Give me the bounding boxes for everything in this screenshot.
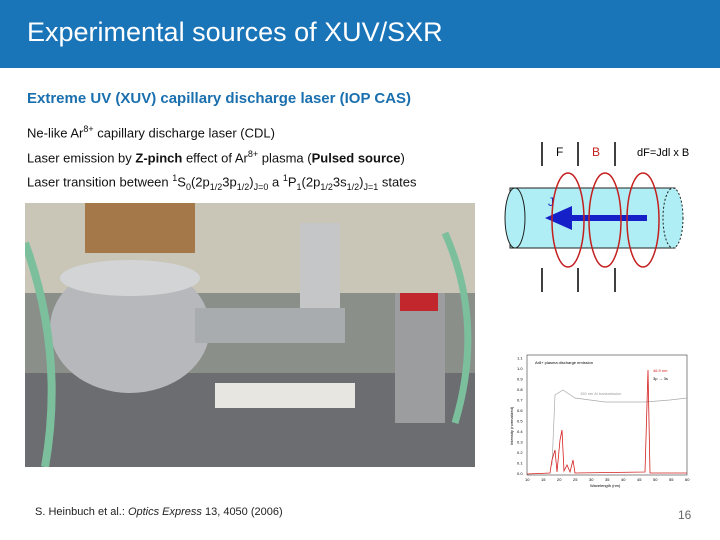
y-tick-label: 0.2	[517, 450, 523, 455]
page-number: 16	[678, 508, 692, 522]
header-bar: Experimental sources of XUV/SXR	[0, 0, 720, 68]
x-tick-label: 25	[573, 477, 578, 482]
line-label: 46.9 nm	[653, 368, 668, 373]
x-tick-label: 50	[653, 477, 658, 482]
field-label: B	[592, 145, 600, 159]
x-axis-label: Wavelength (nm)	[590, 483, 621, 488]
x-tick-label: 15	[541, 477, 546, 482]
bullet-1: Ne-like Ar8+ capillary discharge laser (…	[27, 124, 275, 141]
citation: S. Heinbuch et al.: Optics Express 13, 4…	[35, 506, 283, 518]
y-tick-label: 0.3	[517, 440, 523, 445]
transition-label: 3p → 3s	[653, 376, 668, 381]
x-tick-label: 35	[605, 477, 610, 482]
y-tick-label: 0.1	[517, 461, 523, 466]
slide-subtitle: Extreme UV (XUV) capillary discharge las…	[27, 90, 412, 107]
emission-spectrum-plot: Ar8+ plasma discharge emission 150 nm Al…	[509, 354, 690, 488]
y-tick-label: 0.6	[517, 408, 523, 413]
y-axis-label: Intensity (normalized)	[509, 406, 514, 445]
force-arrows	[541, 142, 616, 292]
y-tick-label: 0.5	[517, 419, 523, 424]
x-tick-label: 60	[685, 477, 690, 482]
y-tick-label: 1.1	[517, 356, 523, 361]
y-tick-label: 1.0	[517, 366, 523, 371]
force-equation: dF=Jdl x B	[637, 147, 689, 159]
y-tick-label: 0.0	[517, 471, 523, 476]
x-tick-label: 40	[621, 477, 626, 482]
x-tick-label: 55	[669, 477, 674, 482]
magnetic-field-loops	[551, 172, 660, 268]
y-tick-label: 0.4	[517, 429, 523, 434]
z-pinch-diagram: J F B dF=Jdl x B	[504, 142, 689, 292]
current-label: J	[548, 195, 554, 209]
filter-label: 150 nm Al transmission	[580, 391, 621, 396]
x-tick-label: 10	[525, 477, 530, 482]
x-tick-label: 20	[557, 477, 562, 482]
bullet-2: Laser emission by Z-pinch effect of Ar8+…	[27, 149, 405, 166]
slide-title: Experimental sources of XUV/SXR	[27, 17, 443, 47]
y-tick-label: 0.9	[517, 377, 523, 382]
x-tick-label: 45	[637, 477, 642, 482]
spectrum-legend: Ar8+ plasma discharge emission	[535, 360, 593, 365]
bullet-3: Laser transition between 1S0(2p1/23p1/2)…	[27, 173, 417, 192]
y-tick-label: 0.7	[517, 398, 523, 403]
force-label: F	[556, 145, 563, 159]
x-tick-label: 30	[589, 477, 594, 482]
y-tick-label: 0.8	[517, 387, 523, 392]
laser-apparatus-photo	[25, 203, 475, 467]
